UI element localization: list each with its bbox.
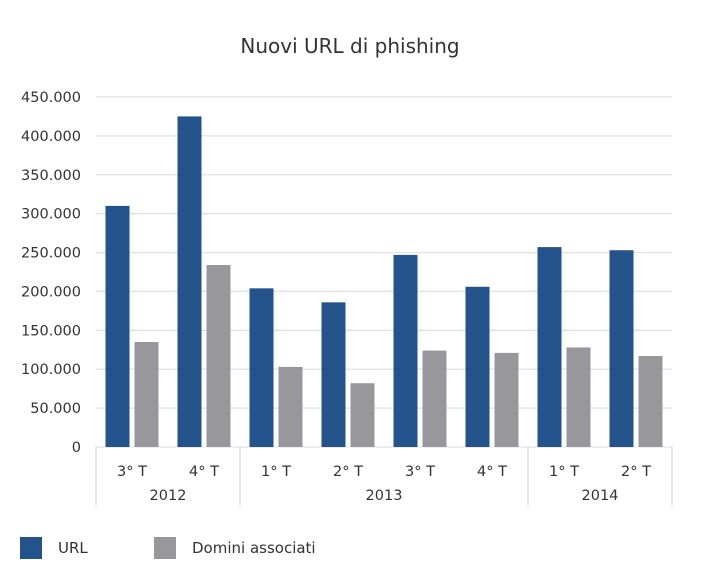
bar-url <box>465 286 490 447</box>
y-tick-label: 200.000 <box>21 284 81 300</box>
y-tick-label: 450.000 <box>21 90 81 106</box>
y-tick-label: 150.000 <box>21 323 81 339</box>
bar-url <box>393 254 418 447</box>
x-tick-label: 1° T <box>261 464 291 480</box>
bar-url <box>609 250 634 447</box>
bar-url <box>321 302 346 447</box>
bar-url <box>177 116 202 447</box>
x-tick-label: 2° T <box>621 464 651 480</box>
bars <box>105 116 663 447</box>
bar-domini-associati <box>278 366 303 447</box>
x-tick-label: 2° T <box>333 464 363 480</box>
x-tick-label: 4° T <box>189 464 219 480</box>
bar-domini-associati <box>638 356 663 447</box>
y-tick-label: 0 <box>72 440 81 456</box>
y-tick-label: 100.000 <box>21 362 81 378</box>
bar-domini-associati <box>134 342 159 447</box>
bar-domini-associati <box>206 265 231 447</box>
chart-title: Nuovi URL di phishing <box>240 34 459 58</box>
x-tick-label: 1° T <box>549 464 579 480</box>
x-tick-label: 3° T <box>405 464 435 480</box>
legend-swatch-domini <box>154 537 176 559</box>
y-tick-label: 400.000 <box>21 129 81 145</box>
y-tick-label: 300.000 <box>21 207 81 223</box>
legend-item-domini: Domini associati <box>154 535 316 561</box>
y-tick-label: 350.000 <box>21 168 81 184</box>
bar-url <box>249 288 274 447</box>
y-tick-label: 250.000 <box>21 246 81 262</box>
bar-domini-associati <box>350 383 375 447</box>
x-tick-label: 4° T <box>477 464 507 480</box>
x-tick-label: 3° T <box>117 464 147 480</box>
x-group-label: 2014 <box>582 488 619 504</box>
bar-url <box>537 247 562 447</box>
legend-item-url: URL <box>20 535 88 561</box>
y-tick-label: 50.000 <box>30 401 81 417</box>
legend-label-url: URL <box>58 539 88 557</box>
x-group-label: 2012 <box>150 488 187 504</box>
legend-label-domini: Domini associati <box>192 539 316 557</box>
bar-domini-associati <box>566 347 591 447</box>
bar-domini-associati <box>422 350 447 447</box>
x-group-label: 2013 <box>366 488 403 504</box>
legend-swatch-url <box>20 537 42 559</box>
y-axis-ticks: 0 50.000 100.000 150.000 200.000 250.000 300.0… <box>21 90 81 456</box>
x-axis: 3° T 4° T 1° T 2° T 3° T 4° T 1° T 2° T 2012 2013… <box>95 447 673 505</box>
bar-domini-associati <box>494 352 519 447</box>
bar-url <box>105 205 130 447</box>
